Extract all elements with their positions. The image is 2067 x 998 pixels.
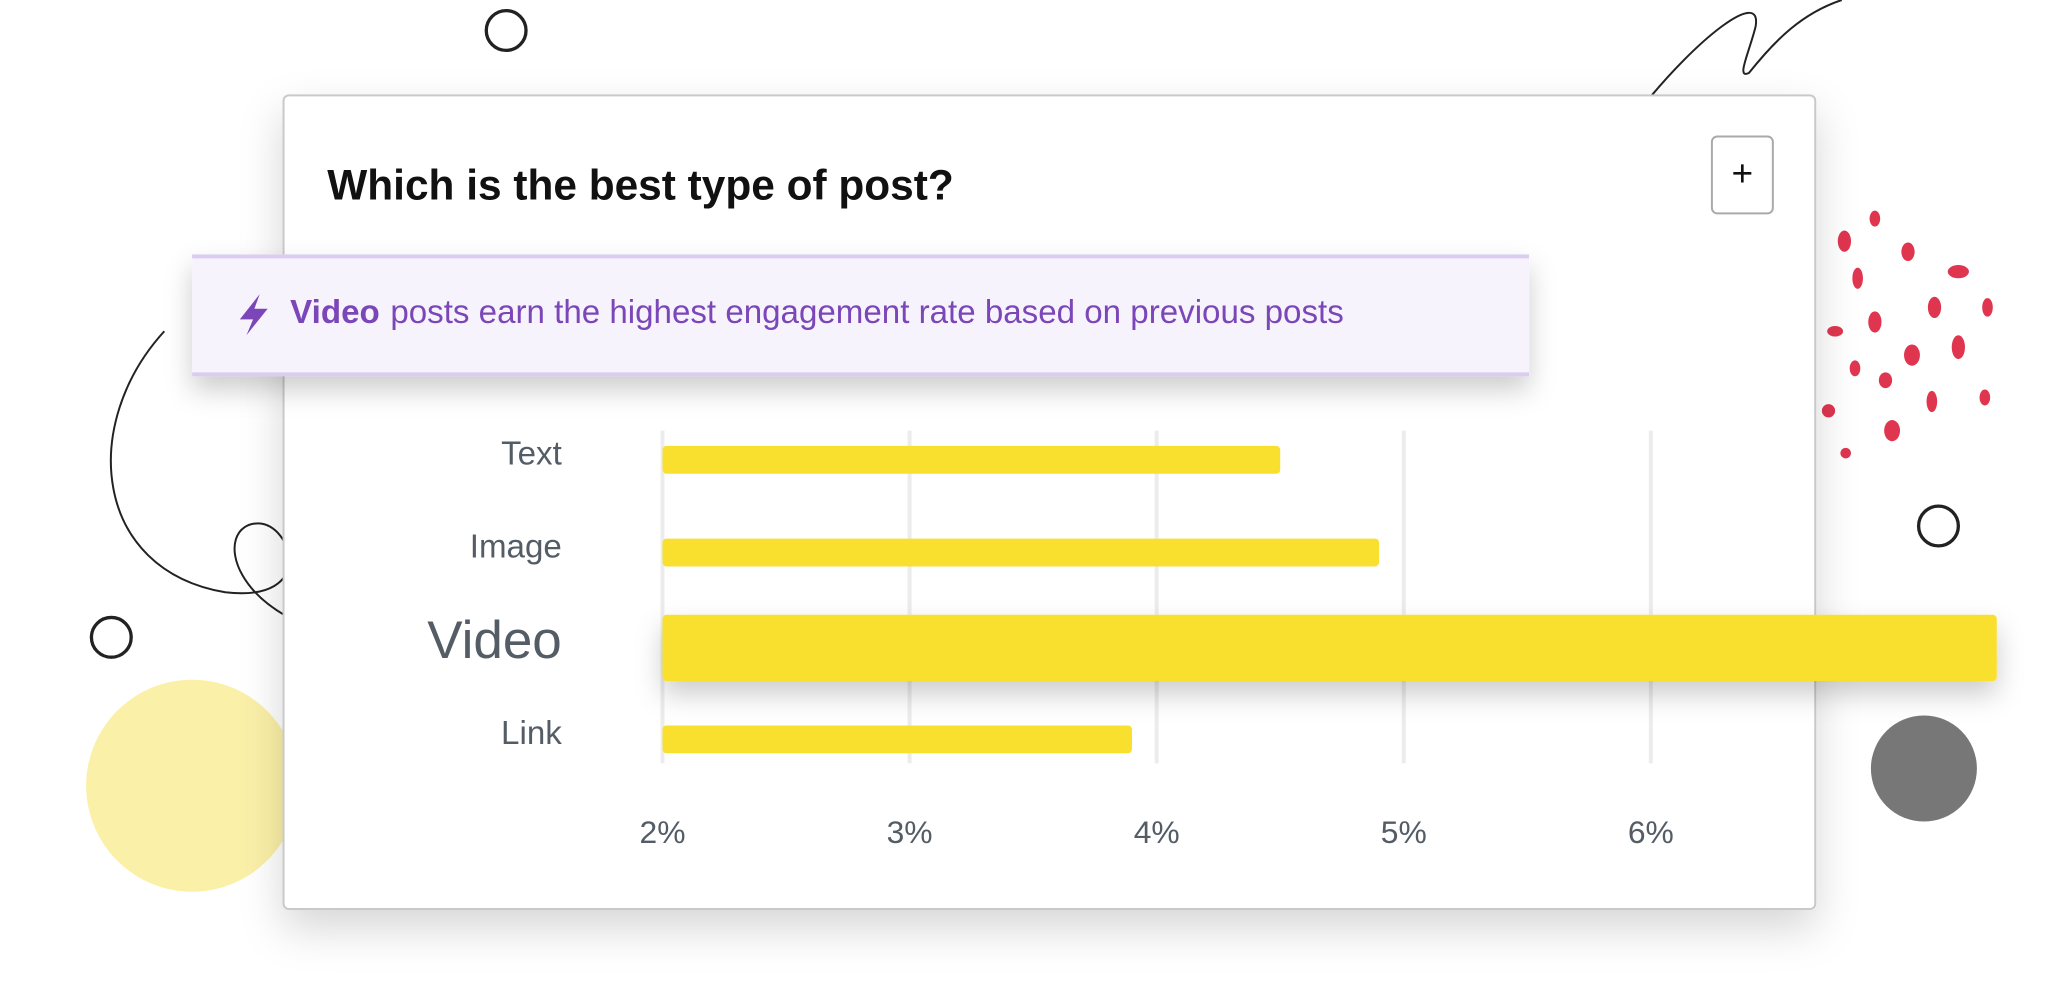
circle-deco — [89, 615, 133, 659]
button-label[interactable]: + — [1732, 152, 1754, 194]
insight-highlight: Video — [290, 294, 380, 331]
red-splatter — [1821, 210, 1993, 459]
x-tick-label: 5% — [1381, 814, 1427, 850]
banner-border — [192, 254, 1530, 259]
chart-title: Which is the best type of post? — [327, 161, 953, 208]
circle-deco — [484, 8, 528, 53]
y-tick-label: Text — [501, 436, 562, 473]
y-tick-label: Link — [501, 715, 562, 752]
button-frame[interactable] — [1710, 135, 1774, 215]
insight-text: Video posts earn the highest engagement r… — [290, 294, 1344, 331]
bolt-icon — [239, 294, 268, 336]
y-tick-label: Video — [427, 611, 562, 670]
insight-banner — [192, 254, 1530, 377]
decorations — [86, 0, 1993, 892]
banner-bg — [192, 254, 1530, 375]
x-tick-label: 6% — [1628, 814, 1674, 850]
bar — [662, 725, 1132, 754]
circle-deco — [1916, 504, 1961, 548]
expand-button[interactable]: + — [1710, 135, 1774, 215]
gray-blob — [1870, 715, 1977, 822]
x-tick-label: 2% — [640, 814, 686, 850]
yellow-blob — [86, 679, 299, 892]
y-tick-label: Image — [470, 528, 562, 565]
x-tick-label: 3% — [887, 814, 933, 850]
banner-border — [192, 372, 1530, 377]
bar — [662, 614, 1997, 682]
bar — [662, 538, 1380, 567]
card — [282, 94, 1817, 910]
insight-rest: posts earn the highest engagement rate b… — [390, 294, 1343, 331]
plot: 2% 3% 4% 5% 6% Text Image Video Link — [427, 430, 1997, 850]
bar — [662, 445, 1281, 474]
x-tick-label: 4% — [1134, 814, 1180, 850]
scribble — [1642, 0, 1843, 107]
